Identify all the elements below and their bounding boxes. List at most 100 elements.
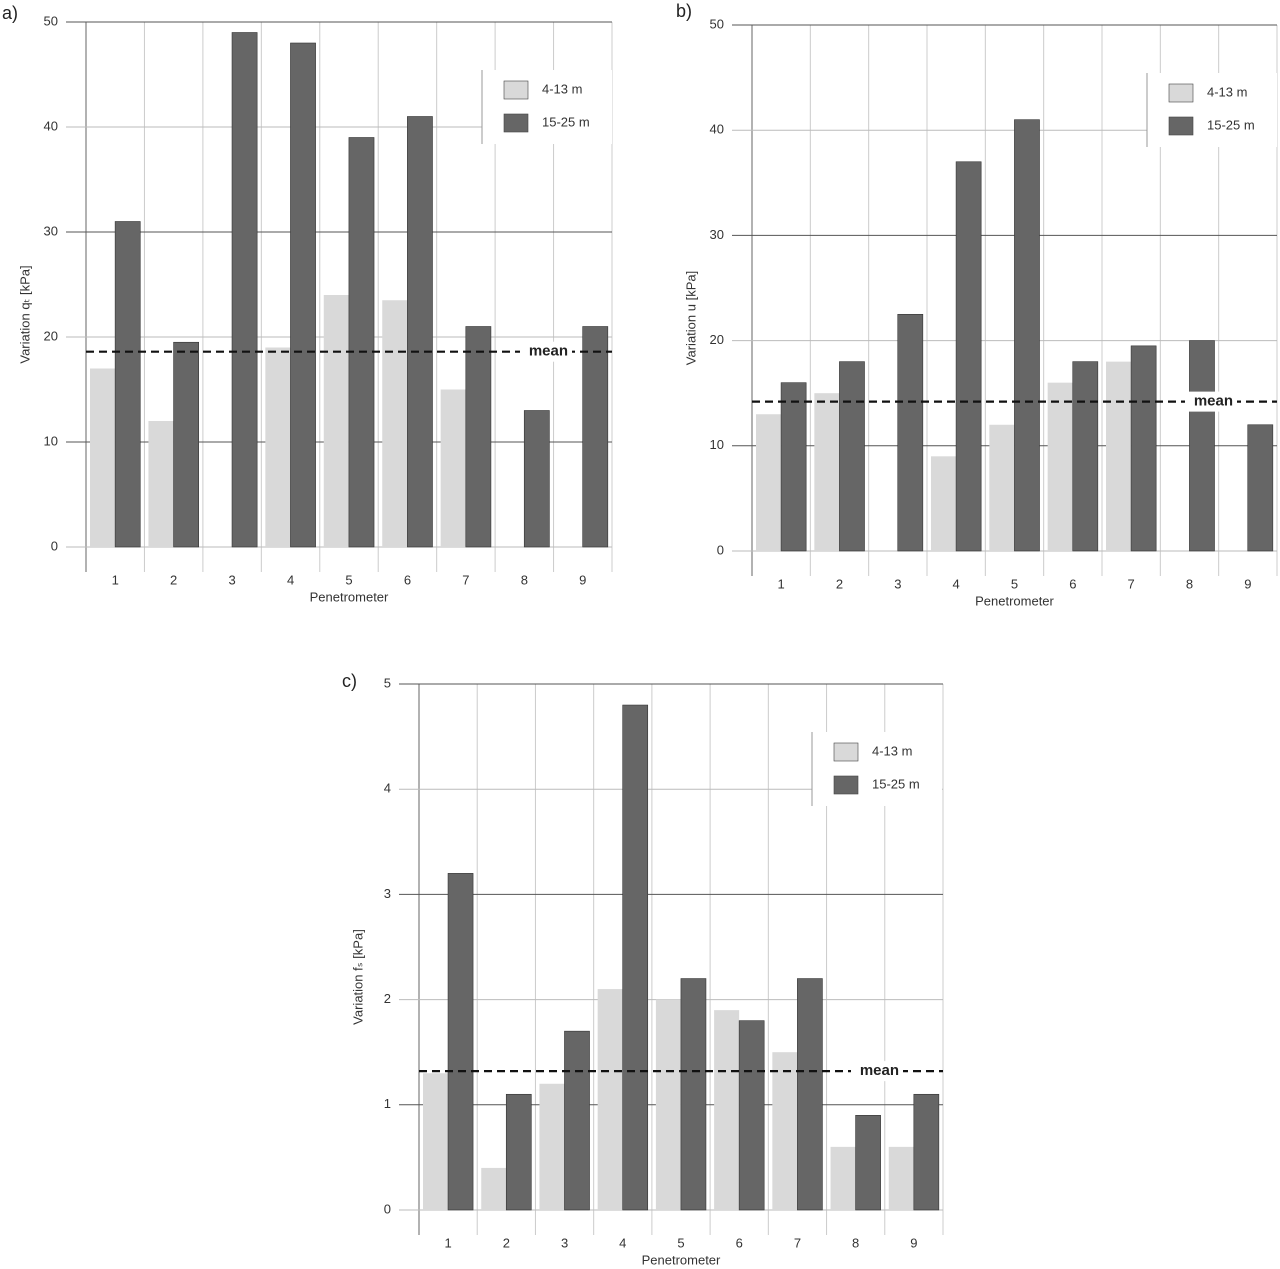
bar (539, 1083, 565, 1210)
y-tick-label: 4 (384, 781, 391, 796)
bar (173, 341, 200, 548)
bar (989, 424, 1015, 551)
x-tick-label: 1 (112, 572, 119, 587)
x-tick-label: 9 (1244, 576, 1251, 591)
x-tick-label: 4 (953, 576, 960, 591)
panel-label: c) (342, 671, 357, 691)
x-tick-label: 2 (170, 572, 177, 587)
bar (597, 989, 623, 1210)
x-tick-label: 7 (1128, 576, 1135, 591)
bar (1130, 345, 1157, 552)
x-axis-label: Penetrometer (975, 593, 1054, 608)
bar (90, 368, 116, 547)
mean-label: mean (860, 1062, 899, 1079)
bar (114, 221, 141, 548)
y-tick-label: 20 (44, 328, 58, 343)
legend-swatch (503, 80, 529, 100)
x-tick-label: 3 (228, 572, 235, 587)
bar (830, 1146, 856, 1210)
bar (582, 326, 609, 548)
bar (1047, 382, 1073, 551)
bar (523, 410, 550, 548)
legend-label: 4-13 m (872, 743, 912, 758)
bar (382, 300, 408, 547)
y-tick-label: 20 (710, 332, 724, 347)
bar (440, 389, 466, 547)
x-tick-label: 8 (852, 1235, 859, 1250)
bar (714, 1010, 740, 1210)
y-axis-label: Variation fₛ [kPa] (350, 929, 365, 1025)
bar (622, 704, 649, 1211)
bar (738, 1020, 765, 1211)
bar (931, 456, 957, 551)
y-tick-label: 0 (717, 542, 724, 557)
bar (564, 1030, 590, 1211)
bar (407, 116, 433, 548)
legend-label: 15-25 m (542, 114, 590, 129)
legend-swatch (1168, 83, 1194, 103)
legend-swatch (1168, 116, 1194, 136)
legend-box (812, 732, 942, 806)
x-tick-label: 9 (910, 1235, 917, 1250)
mean-label: mean (1194, 393, 1233, 410)
bar (913, 1093, 940, 1211)
x-tick-label: 3 (894, 576, 901, 591)
bar (655, 999, 681, 1210)
bar (465, 326, 492, 548)
bar (265, 347, 291, 547)
x-tick-label: 2 (836, 576, 843, 591)
bar (1189, 340, 1215, 552)
y-tick-label: 0 (51, 538, 58, 553)
y-tick-label: 0 (384, 1201, 391, 1216)
y-tick-label: 3 (384, 886, 391, 901)
x-tick-label: 6 (404, 572, 411, 587)
x-tick-label: 5 (345, 572, 352, 587)
x-tick-label: 9 (579, 572, 586, 587)
bar (897, 313, 924, 552)
bar (855, 1115, 881, 1211)
y-tick-label: 10 (710, 437, 724, 452)
legend-box (1147, 73, 1277, 147)
y-tick-label: 30 (44, 223, 58, 238)
mean-label-bg (851, 1061, 903, 1082)
legend-swatch (833, 742, 859, 762)
legend-label: 4-13 m (542, 81, 582, 96)
x-tick-label: 2 (503, 1235, 510, 1250)
y-tick-label: 40 (44, 118, 58, 133)
bar (505, 1093, 532, 1211)
mean-label-bg (1185, 391, 1237, 412)
panel-label: a) (2, 3, 18, 23)
bar (323, 295, 349, 547)
y-tick-label: 50 (44, 13, 58, 28)
x-tick-label: 4 (287, 572, 294, 587)
bar (348, 137, 375, 548)
x-tick-label: 6 (736, 1235, 743, 1250)
legend-box (482, 70, 612, 144)
bar (1247, 424, 1274, 552)
x-tick-label: 4 (619, 1235, 626, 1250)
legend-label: 4-13 m (1207, 84, 1247, 99)
bar (231, 32, 258, 548)
x-tick-label: 7 (462, 572, 469, 587)
bar (814, 393, 840, 551)
y-tick-label: 50 (710, 16, 724, 31)
y-axis-label: Variation qₜ [kPa] (17, 265, 32, 363)
legend-swatch (833, 775, 859, 795)
bar (481, 1167, 507, 1210)
x-axis-label: Penetrometer (310, 589, 389, 604)
bar (290, 42, 316, 548)
bar (839, 361, 865, 552)
y-tick-label: 1 (384, 1096, 391, 1111)
x-tick-label: 1 (778, 576, 785, 591)
bar (780, 382, 807, 552)
x-tick-label: 6 (1069, 576, 1076, 591)
bar (1014, 119, 1040, 552)
y-tick-label: 10 (44, 433, 58, 448)
bar (888, 1146, 914, 1210)
bar (1106, 361, 1132, 551)
y-tick-label: 30 (710, 227, 724, 242)
y-axis-label: Variation u [kPa] (683, 271, 698, 365)
bar (1072, 361, 1099, 552)
bar (756, 414, 782, 551)
